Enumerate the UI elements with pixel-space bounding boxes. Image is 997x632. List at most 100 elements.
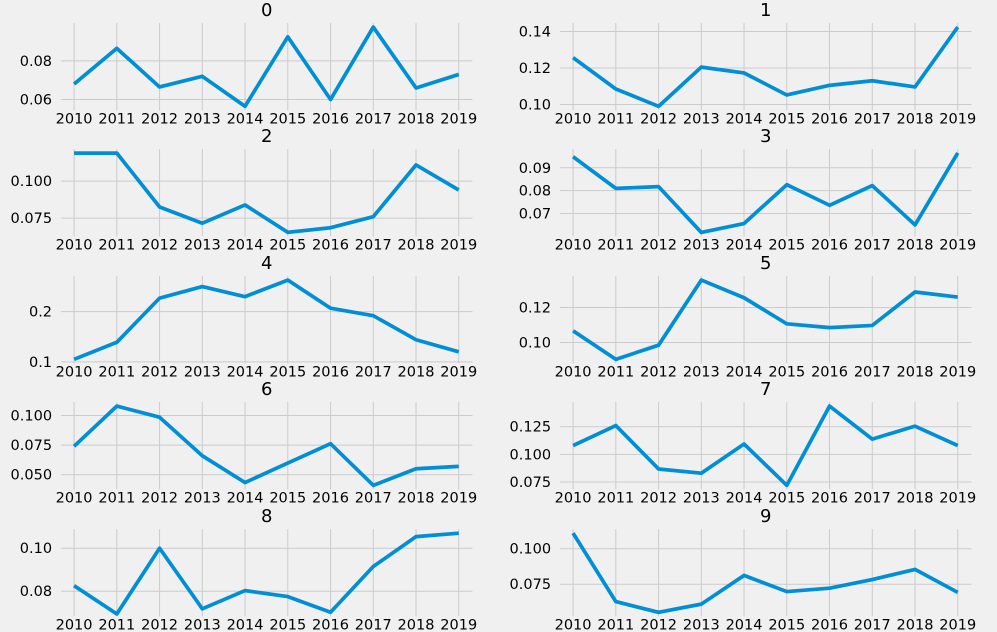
grid [61,275,473,364]
y-tick-label: 0.100 [11,409,53,425]
x-tick-label: 2010 [56,491,93,506]
x-tick-label: 2011 [597,238,634,253]
x-tick-label: 2010 [554,111,591,126]
x-tick-label: 2015 [269,491,306,506]
x-tick-label: 2012 [640,617,677,632]
y-tick-label: 0.08 [20,584,52,600]
subplot-title: 4 [261,253,272,274]
x-tick-label: 2018 [398,617,435,632]
x-tick-label: 2015 [768,111,805,126]
line-series [72,404,459,488]
chart-canvas-9: 9 0.075 0.100 2010 2011 2012 2013 2014 2015 2016 2… [509,506,976,632]
subplot-title: 8 [261,506,272,527]
x-tick-label: 2017 [355,617,392,632]
x-tick-label: 2012 [640,364,677,379]
y-tick-label: 0.100 [509,448,551,464]
subplot-title: 7 [760,379,771,400]
x-tick-label: 2019 [939,364,976,379]
x-tick-label: 2019 [939,491,976,506]
line-series [571,278,958,361]
axes-background [61,275,473,364]
x-tick-label: 2013 [184,111,221,126]
line-series [73,530,459,616]
x-tick-label: 2015 [269,364,306,379]
grid [559,275,971,364]
x-tick-label: 2018 [896,364,933,379]
chart-canvas-7: 7 0.075 0.100 0.125 2010 2011 2012 2013 2014 2015… [509,379,976,506]
x-tick-label: 2013 [682,238,719,253]
x-tick-label: 2014 [227,364,264,379]
x-tick-label: 2016 [811,491,848,506]
x-tick-label: 2014 [725,617,762,632]
x-tick-label: 2018 [398,364,435,379]
x-tick-label: 2010 [554,617,591,632]
y-tick-label: 0.08 [20,54,52,70]
x-tick-label: 2017 [355,238,392,253]
x-tick-label: 2016 [811,111,848,126]
y-tick-label: 0.14 [518,24,550,40]
line-series [571,531,959,614]
x-tick-label: 2013 [682,364,719,379]
x-tick-label: 2017 [853,617,890,632]
subplot-5: 5 0.10 0.12 2010 2011 2012 2013 2014 2015 2016 201… [499,253,997,379]
line-series [571,152,959,235]
chart-canvas-2: 2 0.075 0.100 2010 2011 2012 2013 2014 2015 2016 2… [11,126,478,253]
y-tick-label: 0.075 [11,438,53,454]
y-tick-label: 0.12 [518,61,550,77]
x-tick-label: 2014 [227,491,264,506]
subplot-title: 6 [261,379,272,400]
x-tick-label: 2015 [269,617,306,632]
x-tick-label: 2014 [725,111,762,126]
x-tick-label: 2010 [554,238,591,253]
x-tick-label: 2012 [141,238,178,253]
y-tick-label: 0.075 [11,212,53,228]
x-tick-label: 2013 [184,238,221,253]
axes-background [61,149,473,237]
x-tick-label: 2016 [811,364,848,379]
line-series [571,26,959,109]
subplot-3: 3 0.07 0.08 0.09 2010 2011 2012 2013 2014 2015 201… [499,126,997,252]
subplot-title: 5 [760,253,771,274]
x-tick-label: 2014 [227,238,264,253]
x-tick-label: 2010 [56,111,93,126]
x-tick-label: 2014 [227,617,264,632]
x-tick-label: 2016 [811,617,848,632]
x-tick-label: 2019 [939,111,976,126]
x-tick-label: 2018 [398,491,435,506]
x-tick-label: 2019 [939,238,976,253]
subplot-8: 8 0.08 0.10 2010 2011 2012 2013 2014 2015 2016 201… [0,506,499,632]
line-series [72,25,460,109]
x-tick-label: 2010 [554,491,591,506]
x-tick-label: 2010 [56,364,93,379]
y-tick-label: 0.10 [518,98,550,114]
x-tick-label: 2019 [939,617,976,632]
x-tick-label: 2013 [184,491,221,506]
x-tick-label: 2011 [98,364,135,379]
subplot-title: 2 [261,126,272,147]
axes-background [559,402,971,490]
x-tick-label: 2011 [597,364,634,379]
chart-canvas-6: 6 0.050 0.075 0.100 2010 2011 2012 2013 2014 2015… [11,379,478,506]
x-tick-label: 2011 [597,617,634,632]
chart-canvas-0: 0 0.06 0.08 2010 2011 2012 2013 2014 2015 2016 201… [20,0,477,126]
subplot-2: 2 0.075 0.100 2010 2011 2012 2013 2014 2015 2016 2… [0,126,499,252]
x-tick-label: 2013 [184,617,221,632]
y-tick-label: 0.2 [29,304,52,320]
y-tick-label: 0.075 [509,577,551,593]
x-tick-label: 2018 [896,111,933,126]
y-tick-label: 0.100 [509,541,551,557]
x-tick-label: 2018 [896,238,933,253]
x-tick-label: 2011 [597,111,634,126]
grid [61,528,473,616]
x-tick-label: 2013 [682,111,719,126]
x-tick-label: 2015 [768,617,805,632]
x-tick-label: 2016 [312,617,349,632]
chart-canvas-1: 1 0.10 0.12 0.14 2010 2011 2012 2013 2014 2015 201… [518,0,976,126]
x-tick-label: 2015 [269,111,306,126]
subplot-title: 3 [760,126,771,147]
y-tick-label: 0.10 [518,335,550,351]
axes-background [559,275,971,364]
y-tick-label: 0.125 [509,420,551,436]
chart-canvas-5: 5 0.10 0.12 2010 2011 2012 2013 2014 2015 2016 201… [518,253,976,379]
